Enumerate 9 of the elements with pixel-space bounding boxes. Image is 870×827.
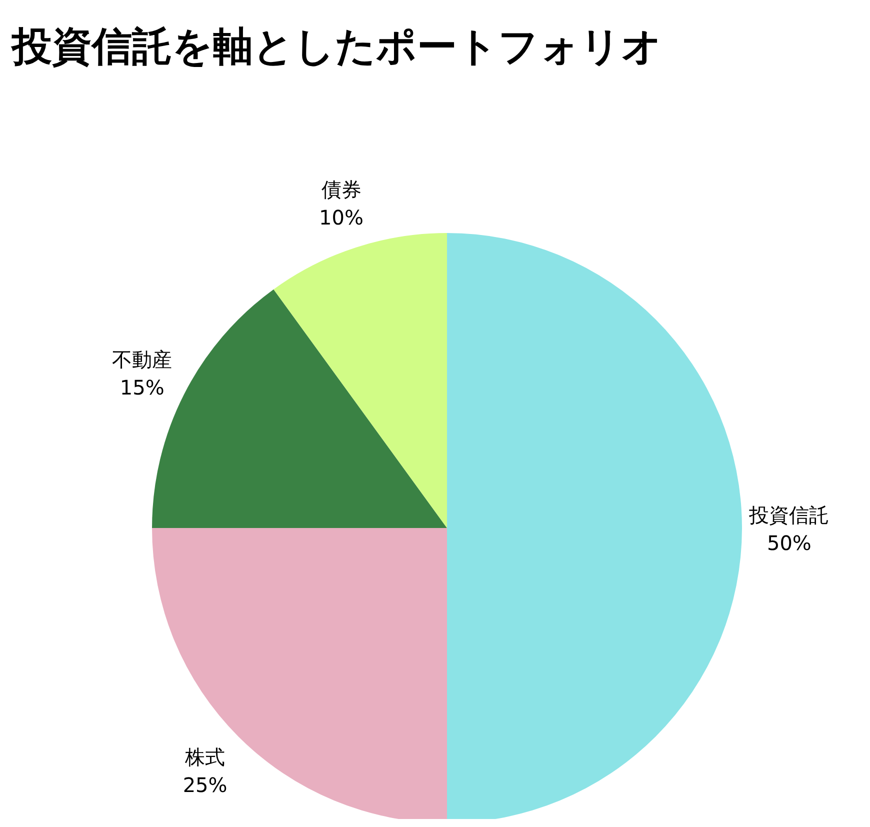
slice-label: 不動産 bbox=[112, 348, 172, 372]
data-label: 10% bbox=[319, 206, 364, 230]
slice-label: 投資信託 bbox=[748, 503, 830, 527]
slice-label: 株式 bbox=[184, 744, 226, 769]
data-label: 25% bbox=[182, 772, 228, 797]
data-label: 50% bbox=[766, 531, 812, 555]
chart-title: 投資信託を軸としたポートフォリオ bbox=[10, 24, 662, 70]
slice-label: 債券 bbox=[321, 178, 362, 202]
data-label: 15% bbox=[120, 376, 164, 400]
